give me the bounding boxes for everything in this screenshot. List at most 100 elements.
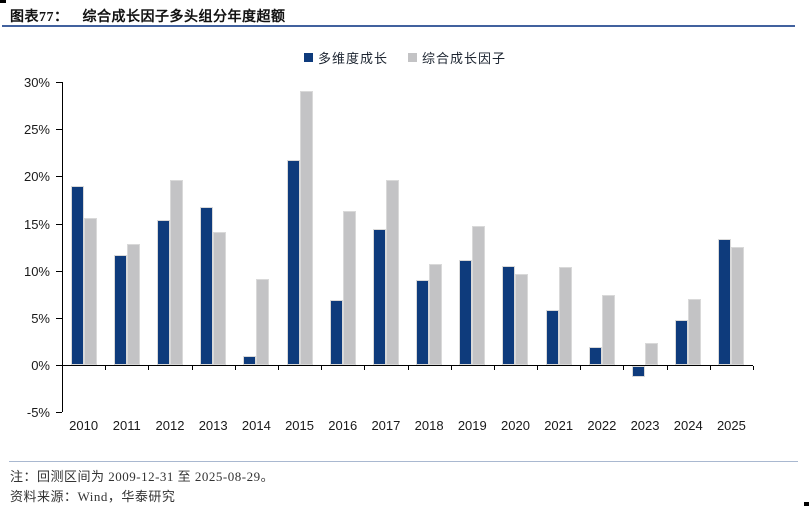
bar-2014-series2 (256, 279, 270, 365)
x-axis-tick (105, 366, 107, 370)
bar-2011-series1 (113, 254, 127, 365)
legend-label-series2: 综合成长因子 (422, 51, 507, 66)
x-axis-year-label: 2014 (241, 418, 271, 433)
y-axis-tick-label: 15% (23, 216, 50, 232)
y-axis-tick (56, 176, 62, 178)
legend-item-series1: 多维度成长 (303, 48, 388, 67)
bar-2016-series2 (342, 211, 356, 365)
x-axis-year-label: 2010 (69, 418, 99, 433)
page-corner-artifact-bottom-right (804, 502, 809, 506)
x-axis-tick (493, 366, 495, 370)
y-axis-tick (56, 270, 62, 272)
bar-2022-series2 (601, 295, 615, 365)
y-axis-tick (56, 129, 62, 131)
x-axis-tick (191, 366, 193, 370)
x-axis-tick (148, 366, 150, 370)
x-axis-tick (580, 366, 582, 370)
y-axis-tick-label: 5% (31, 310, 50, 326)
y-axis-tick-label: -5% (26, 405, 50, 421)
x-axis-year-label: 2018 (414, 418, 444, 433)
y-axis-tick (56, 317, 62, 319)
x-axis-year-label: 2022 (587, 418, 617, 433)
y-axis-tick (56, 412, 62, 414)
bar-2018-series2 (429, 264, 443, 365)
x-axis-tick (666, 366, 668, 370)
legend-item-series2: 综合成长因子 (408, 48, 506, 67)
bar-2019-series2 (472, 226, 486, 365)
legend-label-series1: 多维度成长 (317, 51, 388, 66)
x-axis-year-label: 2017 (371, 418, 401, 433)
bar-2024-series1 (675, 319, 689, 365)
y-axis-tick (56, 82, 62, 83)
x-axis-year-label: 2024 (673, 418, 703, 433)
x-axis-tick (62, 366, 63, 370)
bar-2011-series2 (126, 244, 140, 365)
figure-number-label: 图表77： (10, 10, 69, 25)
bar-2012-series1 (156, 219, 170, 365)
x-axis-tick (407, 366, 409, 370)
bar-2025-series2 (731, 247, 745, 365)
y-axis-tick-label: 10% (23, 263, 50, 279)
x-axis-year-label: 2021 (544, 418, 574, 433)
x-axis-tick (537, 366, 539, 370)
x-axis-tick (450, 366, 452, 370)
x-axis-tick (709, 366, 711, 370)
x-axis-tick (277, 366, 279, 370)
bar-2013-series2 (213, 231, 227, 365)
x-axis-year-label: 2013 (198, 418, 228, 433)
title-underline-rule (2, 25, 795, 27)
bar-2025-series1 (718, 238, 732, 365)
footer-divider-rule (9, 461, 798, 462)
bar-2021-series1 (545, 310, 559, 365)
x-axis-year-label: 2025 (716, 418, 746, 433)
bar-2013-series1 (200, 207, 214, 365)
chart-header: 图表77： 综合成长因子多头组分年度超额 (10, 6, 800, 26)
bar-2022-series1 (588, 347, 602, 365)
y-axis-line (62, 82, 63, 412)
x-axis-tick (234, 366, 236, 370)
bar-2017-series2 (385, 180, 399, 365)
x-axis-year-label: 2011 (112, 418, 141, 433)
x-axis-line (62, 365, 753, 366)
x-axis-year-label: 2015 (285, 418, 314, 433)
bar-2023-series2 (645, 343, 659, 365)
bar-2015-series2 (299, 91, 313, 365)
y-axis-tick (56, 223, 62, 225)
y-axis-tick-label: 0% (31, 358, 50, 373)
bar-2019-series1 (459, 260, 473, 365)
chart-legend: 多维度成长 综合成长因子 (0, 48, 810, 67)
chart-title: 综合成长因子多头组分年度超额 (82, 10, 286, 25)
bar-2018-series1 (416, 280, 430, 365)
x-axis-year-label: 2019 (457, 418, 487, 433)
chart-note: 注：回测区间为 2009-12-31 至 2025-08-29。 (10, 469, 275, 484)
bar-2020-series2 (515, 274, 529, 365)
bar-2021-series2 (558, 266, 572, 365)
page-corner-artifact-top-left (0, 0, 6, 3)
x-axis-year-label: 2020 (501, 418, 530, 433)
bar-2010-series2 (83, 217, 97, 365)
bar-2023-series1 (632, 366, 646, 378)
x-axis-tick (364, 366, 366, 370)
chart-source: 资料来源：Wind，华泰研究 (10, 489, 176, 504)
x-axis-tick (321, 366, 323, 370)
y-axis-tick-label: 25% (23, 122, 50, 138)
x-axis-year-label: 2012 (155, 418, 185, 433)
legend-swatch-gray (408, 53, 417, 62)
bar-2015-series1 (286, 160, 300, 365)
bar-2020-series1 (502, 265, 516, 365)
x-axis-tick (623, 366, 625, 370)
legend-swatch-navy (303, 53, 313, 62)
y-axis-tick (56, 365, 62, 366)
bar-2024-series2 (688, 298, 702, 365)
bar-2010-series1 (70, 185, 84, 365)
x-axis-tick (753, 366, 754, 370)
y-axis-tick-label: 20% (23, 169, 50, 185)
bar-2014-series1 (243, 355, 257, 365)
x-axis-year-label: 2023 (630, 418, 660, 433)
bar-2012-series2 (169, 180, 183, 365)
x-axis-year-label: 2016 (328, 418, 358, 433)
y-axis-tick-label: 30% (23, 75, 50, 90)
bar-2017-series1 (372, 229, 386, 365)
